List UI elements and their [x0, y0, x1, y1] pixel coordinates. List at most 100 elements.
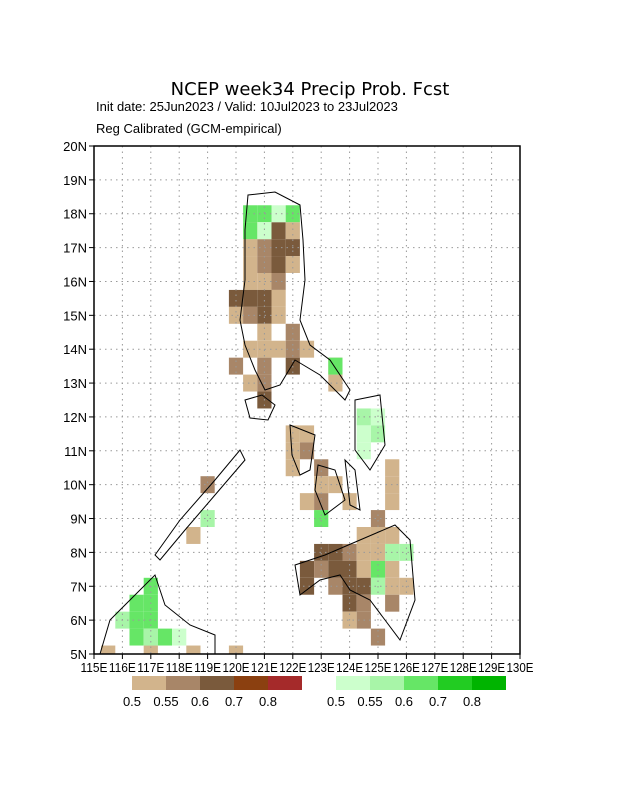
legend-label: 0.5 [327, 694, 345, 709]
prob-cell [370, 560, 386, 578]
prob-cell [257, 340, 272, 358]
prob-cell [271, 340, 286, 358]
y-tick-label: 5N [70, 647, 87, 662]
x-tick-label: 130E [507, 660, 534, 675]
legend-swatch [268, 676, 302, 690]
prob-cell [271, 256, 286, 273]
prob-cell [129, 594, 144, 612]
legend-label: 0.7 [429, 694, 447, 709]
prob-cell [285, 222, 300, 240]
prob-cell [285, 323, 300, 341]
prob-cell [370, 510, 386, 527]
y-tick-label: 14N [63, 342, 87, 357]
prob-cell [243, 306, 258, 324]
prob-cell [243, 222, 258, 240]
y-tick-label: 19N [63, 173, 87, 188]
legend-swatch [132, 676, 166, 690]
coast-palawan [154, 449, 246, 561]
y-tick-label: 16N [63, 274, 87, 289]
prob-cell [356, 527, 371, 544]
x-tick-label: 128E [450, 660, 477, 675]
prob-cell [299, 577, 315, 595]
cells [101, 205, 414, 654]
y-tick-label: 12N [63, 410, 87, 425]
prob-cell [328, 543, 343, 561]
x-tick-label: 124E [336, 660, 363, 675]
prob-cell [271, 205, 286, 223]
coast-mindanao [294, 524, 416, 642]
x-tick-label: 122E [279, 660, 306, 675]
prob-cell [370, 527, 386, 544]
prob-cell [257, 323, 272, 341]
legend: 0.5 0.55 0.6 0.7 0.8 0.5 0.55 0.6 0.7 0.8 [123, 676, 506, 709]
prob-cell [257, 256, 272, 273]
legend-label: 0.7 [225, 694, 243, 709]
map-frame [93, 145, 521, 655]
y-tick-label: 7N [70, 579, 87, 594]
prob-cell [370, 425, 386, 443]
title: NCEP week34 Precip Prob. Fcst [171, 79, 450, 100]
prob-cell [257, 239, 272, 257]
prob-cell [385, 527, 400, 544]
prob-cell [172, 628, 187, 646]
y-tick-label: 20N [63, 139, 87, 154]
y-tick-label: 8N [70, 545, 87, 560]
prob-cell [299, 340, 315, 358]
y-tick-label: 13N [63, 376, 87, 391]
x-tick-label: 117E [137, 660, 164, 675]
prob-cell [200, 510, 215, 527]
y-tick-label: 11N [64, 444, 87, 459]
legend-label: 0.5 [123, 694, 141, 709]
prob-cell [200, 476, 215, 494]
y-tick-label: 10N [63, 478, 87, 493]
prob-cell [271, 273, 286, 290]
y-tick-label: 9N [70, 512, 87, 527]
legend-label: 0.6 [191, 694, 209, 709]
x-tick-label: 126E [393, 660, 420, 675]
legend-swatch [438, 676, 472, 690]
legend-label: 0.6 [395, 694, 413, 709]
prob-cell [314, 493, 329, 511]
prob-cell [314, 560, 329, 578]
prob-cell [101, 645, 116, 654]
x-tick-label: 119E [194, 660, 221, 675]
legend-label: 0.55 [357, 694, 382, 709]
prob-cell [129, 611, 144, 629]
prob-cell [271, 239, 286, 257]
legend-swatch [166, 676, 200, 690]
coast-cebu [344, 458, 361, 511]
x-tick-label: 120E [223, 660, 250, 675]
prob-cell [328, 560, 343, 578]
prob-cell [370, 628, 386, 646]
x-tick-label: 118E [166, 660, 193, 675]
prob-cell [370, 543, 386, 561]
prob-cell [257, 205, 272, 223]
prob-cell [299, 425, 315, 443]
prob-cell [385, 493, 400, 511]
y-tick-label: 17N [63, 241, 87, 256]
x-tick-label: 116E [109, 660, 136, 675]
prob-cell [299, 442, 315, 460]
prob-cell [328, 577, 343, 595]
prob-cell [157, 628, 173, 646]
legend-swatch [336, 676, 370, 690]
prob-cell [243, 239, 258, 257]
subtitle: Init date: 25Jun2023 / Valid: 10Jul2023 … [96, 99, 398, 114]
prob-cell [299, 493, 315, 511]
prob-cell [342, 560, 357, 578]
prob-cell [143, 628, 158, 646]
prob-cell [257, 289, 272, 307]
prob-cell [243, 340, 258, 358]
legend-swatch [234, 676, 268, 690]
y-tick-label: 6N [70, 613, 87, 628]
prob-cell [129, 628, 144, 646]
prob-cell [186, 645, 201, 654]
prob-cell [243, 256, 258, 273]
prob-cell [385, 560, 400, 578]
prob-cell [328, 374, 343, 392]
prob-cell [243, 273, 258, 290]
legend-swatch [472, 676, 506, 690]
legend-label: 0.8 [259, 694, 277, 709]
y-tick-label: 18N [63, 207, 87, 222]
prob-cell [285, 256, 300, 273]
